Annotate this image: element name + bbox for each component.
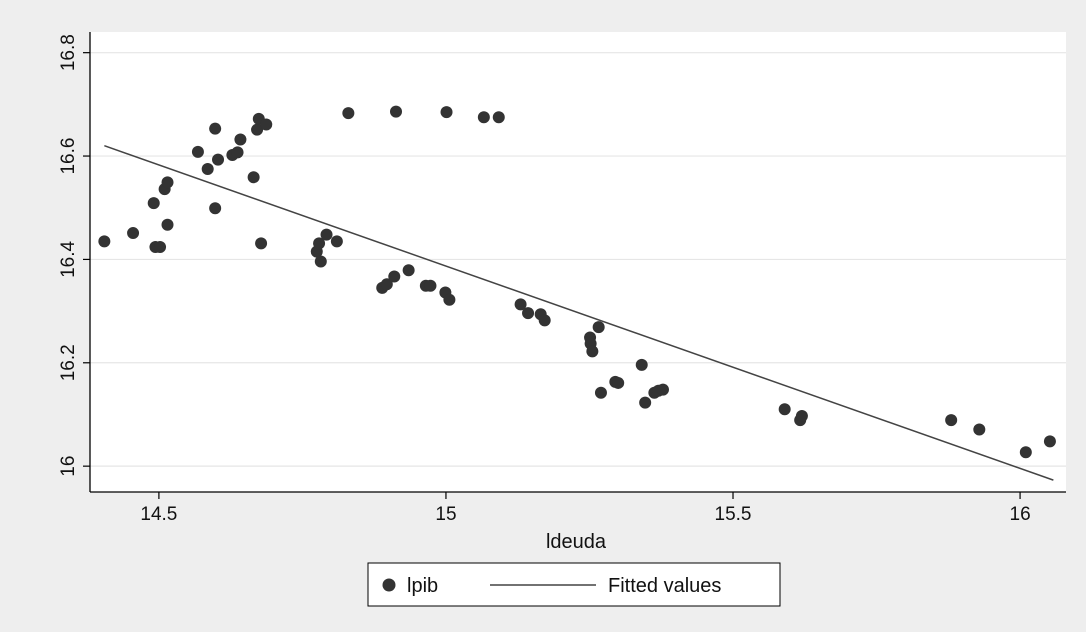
plot-area — [90, 32, 1066, 492]
x-tick-label: 16 — [1010, 504, 1031, 525]
lpib-point — [656, 383, 669, 396]
lpib-point — [639, 396, 652, 409]
lpib-point — [191, 145, 204, 158]
lpib-point — [492, 111, 505, 124]
lpib-point — [402, 264, 415, 277]
lpib-point — [342, 107, 355, 120]
lpib-point — [443, 293, 456, 306]
legend: lpib Fitted values — [367, 562, 781, 607]
fitted-line-series — [104, 145, 1054, 481]
lpib-point — [255, 237, 268, 250]
lpib-point — [231, 146, 244, 159]
lpib-point — [594, 386, 607, 399]
legend-label-fitted-values: Fitted values — [608, 575, 721, 597]
lpib-point — [314, 255, 327, 268]
lpib-point — [390, 105, 403, 118]
lpib-series — [98, 105, 1056, 459]
lpib-point — [127, 227, 140, 240]
lpib-point — [161, 218, 174, 231]
y-tick-label: 16.8 — [58, 34, 79, 71]
legend-label-lpib: lpib — [407, 575, 438, 597]
lpib-point — [538, 314, 551, 327]
lpib-point — [1019, 446, 1032, 459]
lpib-point — [98, 235, 111, 248]
lpib-point — [209, 202, 222, 215]
y-tick-label: 16.4 — [58, 240, 79, 277]
y-tick-label: 16.6 — [58, 138, 79, 175]
lpib-point — [330, 235, 343, 248]
lpib-point — [251, 123, 264, 136]
lpib-point — [201, 162, 214, 175]
lpib-point — [260, 118, 273, 131]
legend-marker-lpib — [382, 578, 396, 592]
y-ticks: 16 16.2 16.4 16.6 16.8 — [58, 34, 90, 477]
x-tick-label: 15.5 — [715, 504, 752, 525]
lpib-point — [592, 321, 605, 334]
lpib-point — [1043, 435, 1056, 448]
y-tick-label: 16 — [58, 456, 79, 477]
lpib-point — [313, 237, 326, 250]
lpib-point — [247, 171, 260, 184]
lpib-point — [477, 111, 490, 124]
lpib-point — [440, 106, 453, 119]
lpib-point — [234, 133, 247, 146]
lpib-point — [795, 410, 808, 423]
axes — [89, 32, 1066, 493]
x-tick-label: 14.5 — [140, 504, 177, 525]
lpib-point — [320, 228, 333, 241]
lpib-point — [522, 307, 535, 320]
lpib-point — [635, 358, 648, 371]
lpib-point — [778, 403, 791, 416]
lpib-point — [161, 176, 174, 189]
lpib-point — [612, 376, 625, 389]
gridlines — [90, 52, 1066, 467]
lpib-point — [147, 197, 160, 210]
lpib-point — [380, 278, 393, 291]
lpib-point — [388, 270, 401, 283]
y-tick-label: 16.2 — [58, 344, 79, 381]
fitted-values-line — [104, 145, 1054, 481]
lpib-point — [514, 298, 527, 311]
lpib-point — [154, 241, 167, 254]
lpib-point — [586, 345, 599, 358]
lpib-point — [973, 423, 986, 436]
x-ticks: 14.5 15 15.5 16 — [140, 492, 1031, 525]
lpib-point — [209, 122, 222, 135]
x-tick-label: 15 — [435, 504, 456, 525]
lpib-point — [424, 279, 437, 292]
x-axis-title: ldeuda — [546, 531, 607, 553]
lpib-point — [945, 414, 958, 427]
lpib-point — [212, 153, 225, 166]
